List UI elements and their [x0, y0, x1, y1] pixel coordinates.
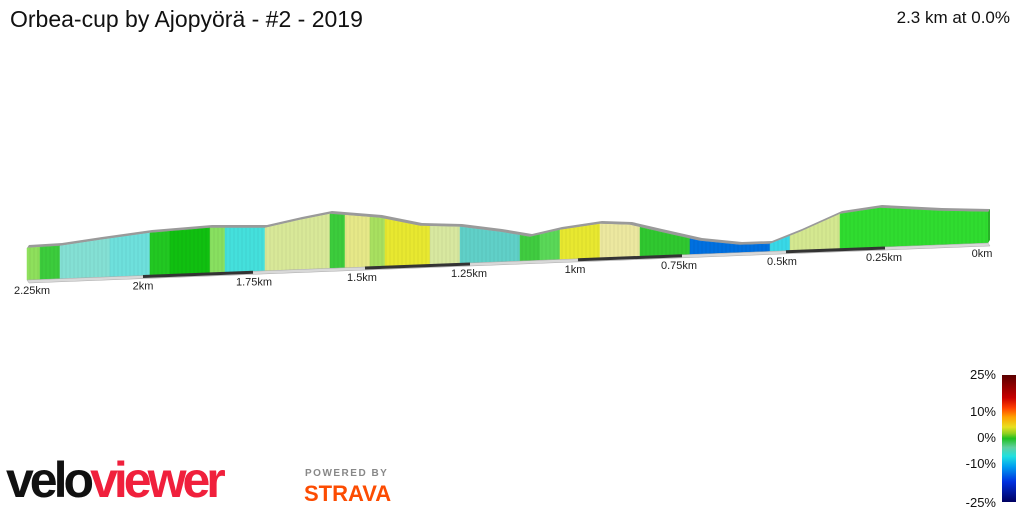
route-summary: 2.3 km at 0.0% [896, 8, 1010, 27]
x-tick-label: 0.75km [661, 260, 697, 272]
x-tick-label: 1.5km [347, 272, 377, 284]
gradient-segment [384, 218, 431, 267]
x-tick-label: 0km [972, 248, 993, 260]
legend-label: -25% [965, 495, 996, 510]
chart-title: Orbea-cup by Ajopyörä - #2 - 2019 [10, 6, 363, 32]
profile-top-face [27, 205, 990, 248]
profile-end-face [988, 209, 990, 243]
x-tick-label: 1.25km [451, 268, 487, 280]
legend-label: -10% [965, 456, 996, 471]
gradient-segment [224, 227, 266, 273]
gradient-legend-bar [1002, 375, 1016, 502]
x-tick-label: 2.25km [14, 285, 50, 297]
x-tick-label: 0.25km [866, 252, 902, 264]
x-tick-label: 2km [133, 281, 154, 293]
legend-label: 10% [969, 404, 996, 419]
gradient-segment [149, 231, 171, 276]
distance-bar [364, 262, 471, 270]
gradient-segment [689, 238, 771, 255]
logo-viewer: viewer [90, 452, 226, 508]
x-tick-label: 1.75km [236, 276, 272, 288]
legend-label: 25% [969, 367, 996, 382]
powered-by-label: POWERED BY [305, 468, 389, 479]
logo-velo: velo [6, 452, 94, 508]
elevation-profile: 2.25km 2km 1.75km 1.5km 1.25km 1km 0.75km 0.5km… [14, 205, 993, 297]
distance-bar [785, 246, 886, 254]
distance-bar [142, 270, 254, 279]
x-tick-label: 1km [565, 264, 586, 276]
x-tick-label: 0.5km [767, 256, 797, 268]
legend-label: 0% [977, 430, 996, 445]
distance-bar [577, 254, 683, 262]
gradient-segment [939, 210, 989, 246]
veloviewer-logo: veloviewer [6, 452, 226, 508]
strava-logo: STRAVA [304, 481, 392, 506]
